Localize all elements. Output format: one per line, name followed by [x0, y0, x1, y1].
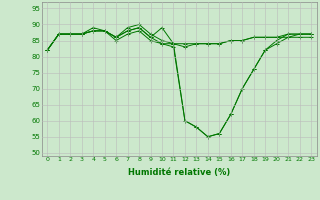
X-axis label: Humidité relative (%): Humidité relative (%) — [128, 168, 230, 177]
